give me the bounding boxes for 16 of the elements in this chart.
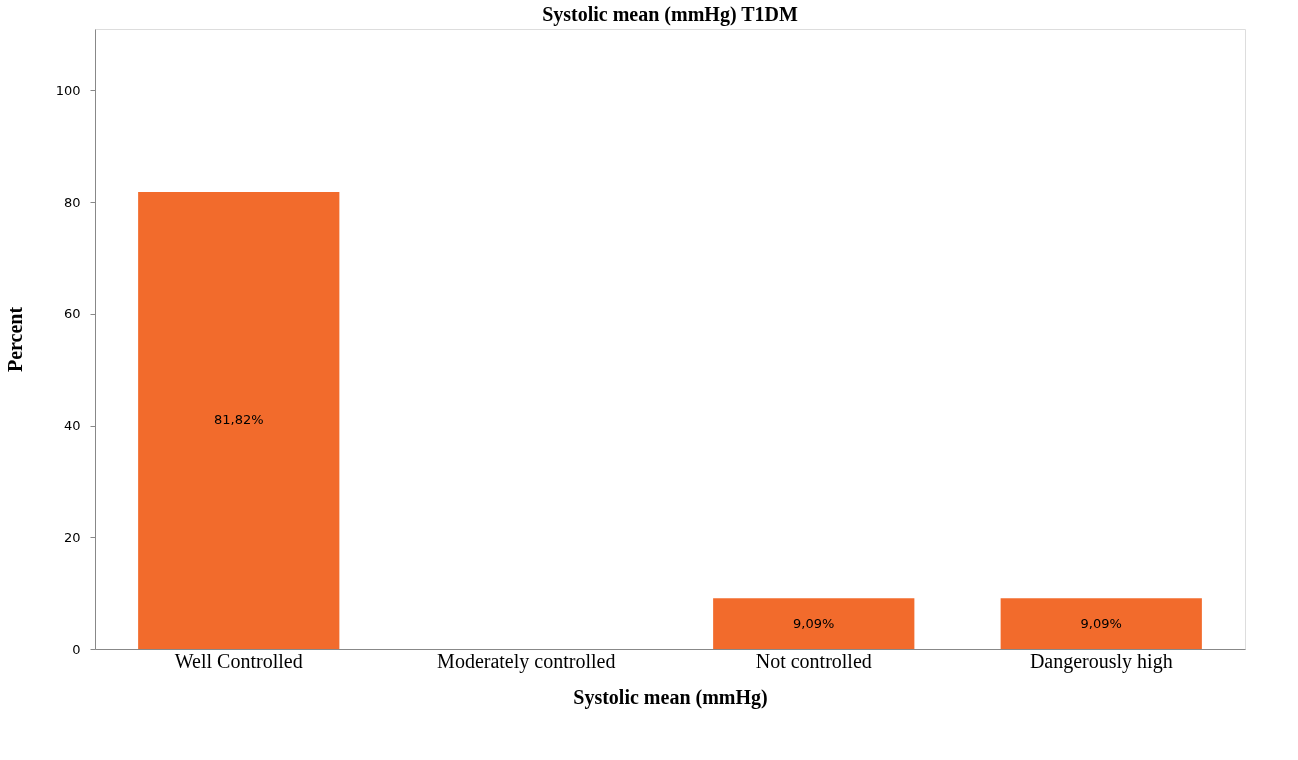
x-tick-label: Moderately controlled [437, 649, 616, 673]
chart-title: Systolic mean (mmHg) T1DM [542, 3, 798, 26]
y-tick-label: 80 [63, 194, 81, 210]
x-tick-label: Well Controlled [174, 649, 303, 672]
y-axis-title: Percent [3, 306, 26, 373]
y-tick-label: 40 [63, 418, 81, 434]
data-label: 9,09% [793, 615, 835, 631]
data-label: 9,09% [1080, 615, 1122, 631]
y-tick-label: 20 [63, 529, 81, 545]
data-label: 81,82% [213, 412, 264, 428]
x-axis-title: Systolic mean (mmHg) [573, 685, 768, 709]
y-tick-label: 100 [55, 82, 81, 98]
y-tick-label: 60 [63, 306, 81, 322]
x-tick-label: Dangerously high [1029, 649, 1173, 673]
y-tick-label: 0 [72, 641, 81, 657]
x-tick-label: Not controlled [755, 649, 872, 672]
